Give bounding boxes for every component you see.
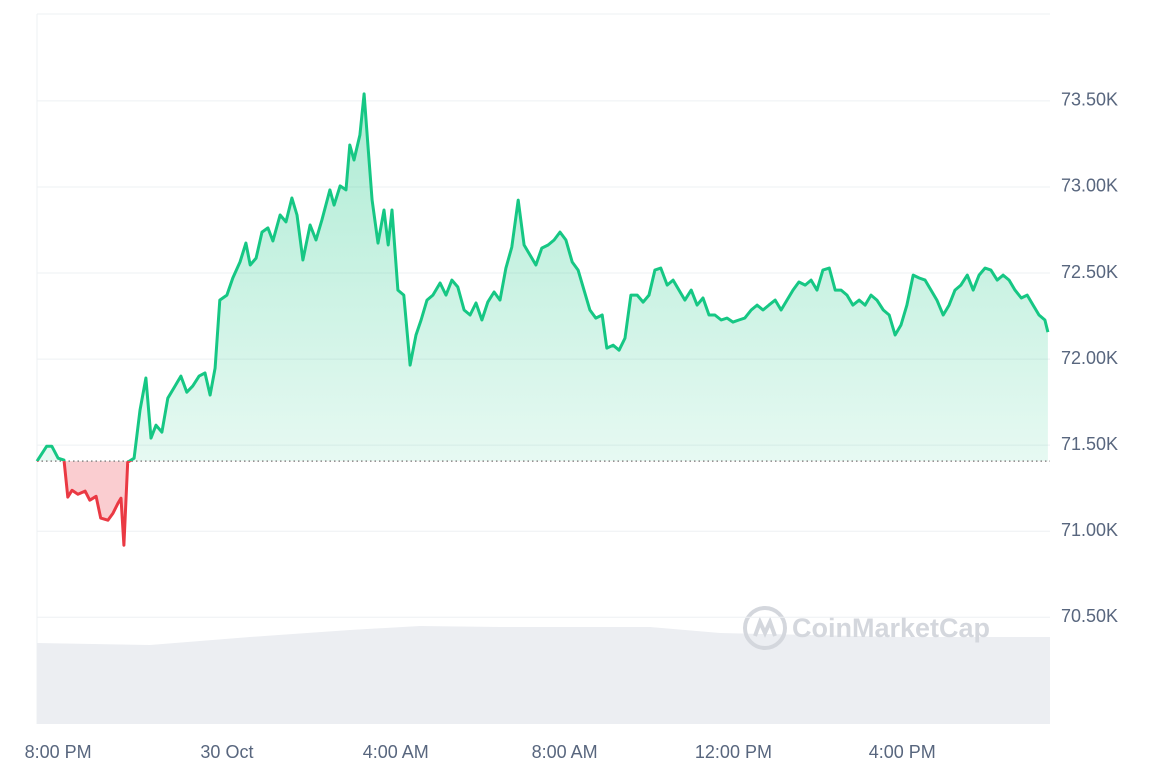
y-tick-label: 72.50K (1061, 262, 1118, 282)
y-tick-label: 70.50K (1061, 606, 1118, 626)
y-tick-label: 72.00K (1061, 348, 1118, 368)
area-up (37, 93, 1048, 462)
y-tick-label: 71.50K (1061, 434, 1118, 454)
x-tick-label: 4:00 AM (363, 742, 429, 762)
price-line (35, 92, 1050, 462)
volume-area (37, 626, 1050, 724)
x-tick-label: 4:00 PM (869, 742, 936, 762)
y-tick-label: 73.50K (1061, 90, 1118, 110)
y-tick-label: 73.00K (1061, 176, 1118, 196)
watermark: CoinMarketCap (792, 613, 990, 643)
x-tick-label: 12:00 PM (695, 742, 772, 762)
watermark-logo (743, 606, 787, 650)
x-tick-label: 8:00 PM (25, 742, 92, 762)
y-tick-label: 71.00K (1061, 520, 1118, 540)
x-tick-label: 30 Oct (200, 742, 253, 762)
x-tick-label: 8:00 AM (532, 742, 598, 762)
